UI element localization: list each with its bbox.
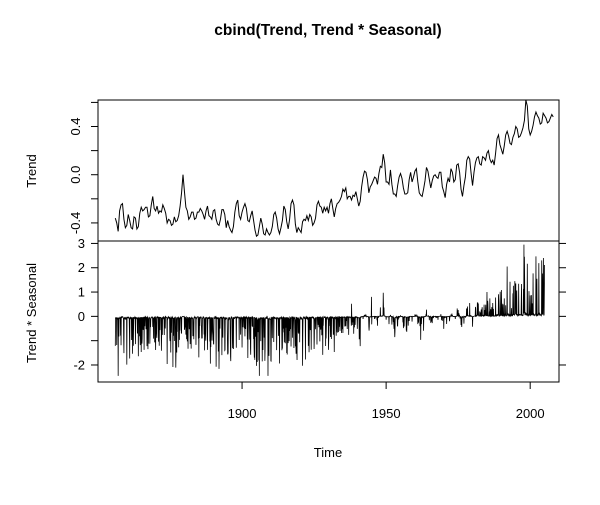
trend-line	[114, 99, 554, 238]
seasonal-panel-frame	[97, 240, 560, 383]
x-axis-label: Time	[314, 445, 342, 460]
trend-y-axis: -0.4 0.0 0.4	[68, 101, 98, 234]
trend-seasonal-series	[114, 244, 545, 376]
trend-y-axis-label: Trend	[24, 154, 39, 187]
seasonal-y-tick-label: 3	[78, 236, 85, 251]
trend-y-tick-label: -0.4	[68, 212, 83, 234]
x-tick-label: 1900	[228, 406, 257, 421]
seasonal-y-axis: -2 0 1 2 3	[73, 236, 566, 372]
seasonal-y-tick-label: 0	[78, 309, 85, 324]
seasonal-y-axis-label: Trend * Seasonal	[24, 263, 39, 363]
x-tick-label: 1950	[372, 406, 401, 421]
trend-series	[114, 99, 554, 238]
x-axis: 1900 1950 2000	[228, 382, 545, 421]
chart-title: cbind(Trend, Trend * Seasonal)	[214, 22, 441, 39]
seasonal-y-tick-label: -2	[73, 357, 85, 372]
trend-y-tick-label: 0.4	[68, 117, 83, 135]
seasonal-y-tick-label: 1	[78, 285, 85, 300]
trend-y-tick-label: 0.0	[68, 166, 83, 184]
x-tick-label: 2000	[516, 406, 545, 421]
seasonal-y-tick-label: 2	[78, 260, 85, 275]
trend-seasonal-line	[114, 244, 545, 376]
